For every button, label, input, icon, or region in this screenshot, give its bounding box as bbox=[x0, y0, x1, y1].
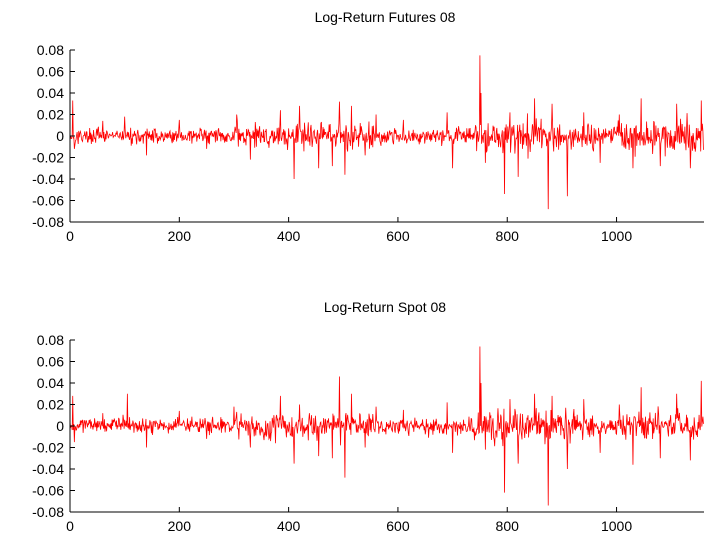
y-tick-label: 0.08 bbox=[37, 332, 64, 348]
x-tick-label: 600 bbox=[386, 228, 410, 244]
x-tick-label: 1000 bbox=[601, 518, 632, 534]
x-tick-label: 400 bbox=[277, 228, 301, 244]
x-tick-label: 600 bbox=[386, 518, 410, 534]
y-tick-label: -0.04 bbox=[32, 171, 64, 187]
spot-chart-panel: Log-Return Spot 08 0.080.060.040.020-0.0… bbox=[32, 299, 704, 534]
x-tick-label: 800 bbox=[496, 518, 520, 534]
y-tick-label: -0.06 bbox=[32, 193, 64, 209]
y-tick-label: 0.04 bbox=[37, 375, 64, 391]
x-tick-label: 0 bbox=[66, 518, 74, 534]
y-tick-label: -0.06 bbox=[32, 483, 64, 499]
x-tick-label: 400 bbox=[277, 518, 301, 534]
x-tick-label: 200 bbox=[168, 518, 192, 534]
y-tick-label: 0 bbox=[56, 418, 64, 434]
y-tick-label: 0.04 bbox=[37, 85, 64, 101]
y-tick-label: -0.08 bbox=[32, 504, 64, 520]
y-tick-label: -0.02 bbox=[32, 440, 64, 456]
y-tick-label: 0 bbox=[56, 128, 64, 144]
y-tick-label: -0.02 bbox=[32, 150, 64, 166]
y-tick-label: 0.08 bbox=[37, 42, 64, 58]
x-tick-label: 1000 bbox=[601, 228, 632, 244]
y-tick-label: -0.08 bbox=[32, 214, 64, 230]
y-tick-label: 0.06 bbox=[37, 64, 64, 80]
y-tick-label: 0.02 bbox=[37, 397, 64, 413]
x-tick-label: 0 bbox=[66, 228, 74, 244]
x-tick-label: 200 bbox=[168, 228, 192, 244]
y-tick-label: 0.02 bbox=[37, 107, 64, 123]
x-tick-label: 800 bbox=[496, 228, 520, 244]
chart-title: Log-Return Spot 08 bbox=[324, 299, 446, 315]
chart-title: Log-Return Futures 08 bbox=[315, 9, 456, 25]
futures-chart-panel: Log-Return Futures 08 0.080.060.040.020-… bbox=[32, 9, 704, 244]
y-tick-label: 0.06 bbox=[37, 354, 64, 370]
series-line bbox=[69, 346, 704, 506]
series-line bbox=[69, 55, 704, 210]
y-tick-label: -0.04 bbox=[32, 461, 64, 477]
